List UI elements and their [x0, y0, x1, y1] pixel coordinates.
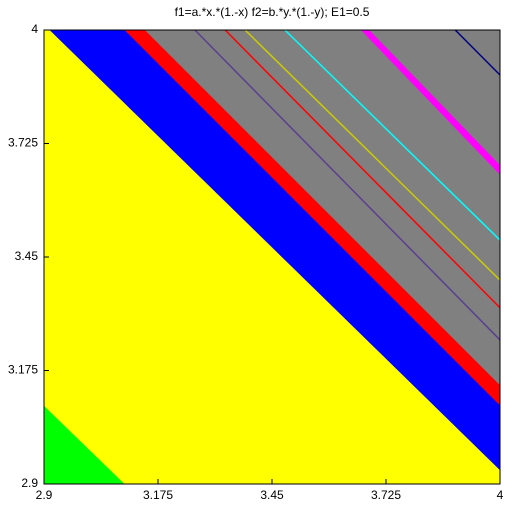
contour-line	[244, 29, 501, 281]
x-tick-label: 2.9	[36, 488, 53, 502]
contour-line	[454, 29, 501, 76]
y-tick-label: 3.175	[8, 363, 38, 377]
y-tick-label: 4	[31, 22, 38, 36]
x-tick-label: 3.725	[371, 488, 401, 502]
contour-line	[194, 29, 501, 341]
y-tick-label: 3.725	[8, 136, 38, 150]
chart-title: f1=a.*x.*(1.-x) f2=b.*y.*(1.-y); E1=0.5	[175, 5, 370, 19]
x-tick-label: 4	[497, 488, 504, 502]
y-tick-label: 3.45	[15, 249, 39, 263]
contour-line	[224, 29, 501, 309]
contour-line	[284, 29, 501, 241]
x-tick-label: 3.175	[143, 488, 173, 502]
y-tick-label: 2.9	[21, 476, 38, 490]
x-tick-label: 3.45	[260, 488, 284, 502]
